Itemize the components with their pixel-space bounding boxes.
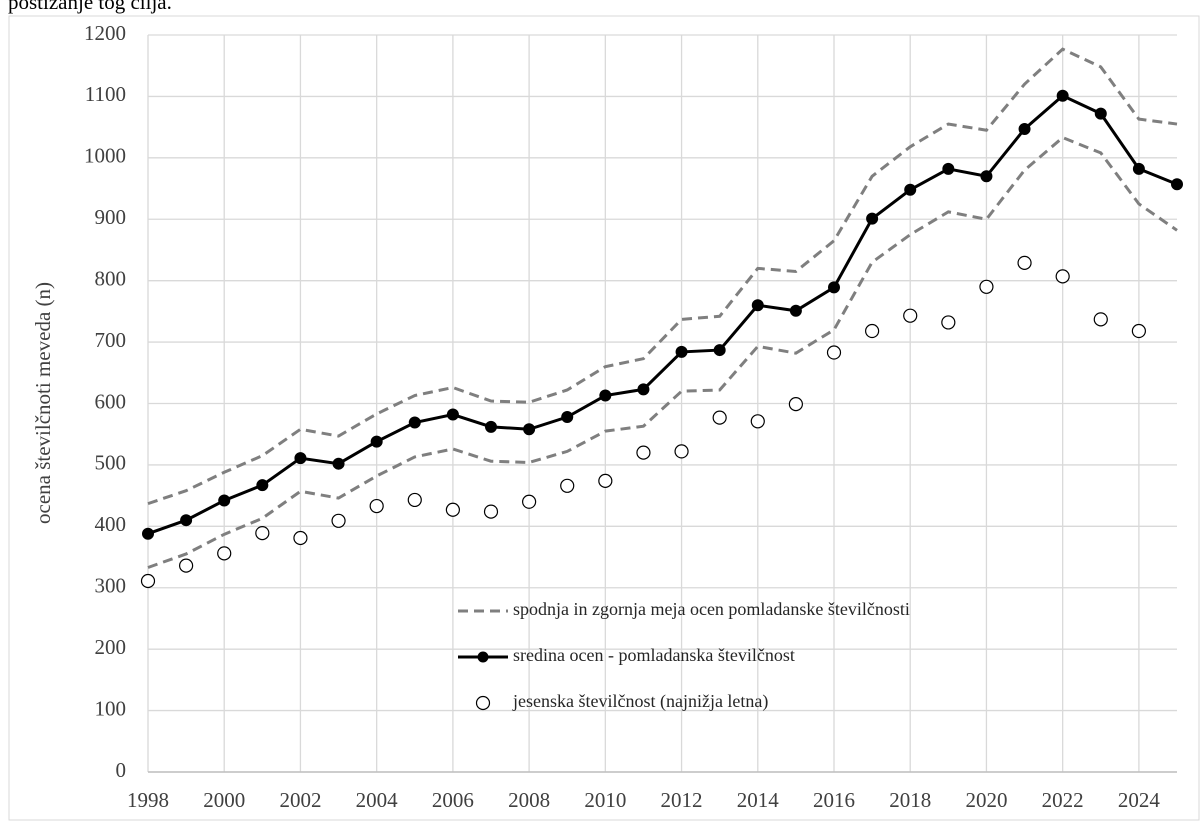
series-line — [147, 47, 1178, 506]
x-tick-label: 2012 — [661, 788, 703, 812]
y-tick-label: 700 — [95, 328, 127, 352]
marker — [866, 212, 879, 225]
x-tick-label: 2010 — [584, 788, 626, 812]
marker — [599, 389, 612, 402]
open-marker — [865, 323, 880, 339]
marker — [904, 183, 917, 196]
open-marker — [560, 478, 575, 493]
open-marker — [941, 315, 956, 330]
marker — [408, 416, 421, 429]
marker — [713, 344, 726, 357]
open-marker — [217, 546, 232, 561]
marker — [332, 457, 345, 470]
y-tick-label: 100 — [95, 696, 127, 720]
marker — [256, 479, 269, 492]
open-marker — [598, 473, 613, 488]
x-tick-label: 2020 — [965, 788, 1007, 812]
marker — [561, 411, 574, 424]
y-tick-label: 600 — [95, 389, 127, 413]
open-marker — [636, 445, 651, 460]
legend-swatch — [477, 651, 489, 663]
x-tick-label: 2014 — [737, 788, 780, 812]
marker — [942, 162, 955, 175]
marker — [180, 514, 193, 527]
series-line — [147, 135, 1178, 569]
legend-label: sredina ocen - pomladanska številčnost — [513, 645, 795, 665]
marker — [637, 383, 650, 396]
open-marker — [483, 504, 499, 519]
open-marker — [712, 410, 727, 425]
open-marker — [674, 444, 689, 459]
open-marker — [1131, 323, 1146, 339]
marker — [370, 435, 383, 448]
y-tick-label: 1100 — [85, 82, 126, 106]
marker — [1171, 178, 1183, 191]
marker — [446, 408, 459, 421]
open-marker — [407, 492, 422, 508]
marker — [675, 345, 688, 358]
x-tick-label: 2002 — [279, 788, 321, 812]
open-marker — [1093, 312, 1108, 327]
marker — [294, 452, 307, 465]
open-marker — [522, 494, 537, 509]
y-tick-label: 0 — [116, 758, 127, 782]
open-marker — [331, 513, 346, 528]
open-marker — [979, 279, 994, 294]
open-marker — [293, 530, 308, 546]
open-marker — [1055, 269, 1070, 284]
marker — [751, 299, 764, 312]
marker — [828, 281, 840, 294]
y-tick-label: 1200 — [84, 21, 126, 45]
marker — [1132, 162, 1145, 175]
open-marker — [179, 558, 194, 573]
open-marker — [1017, 255, 1032, 270]
x-tick-label: 2018 — [889, 788, 931, 812]
marker — [1056, 89, 1069, 102]
legend-swatch — [475, 695, 491, 711]
y-tick-label: 1000 — [84, 144, 126, 168]
open-marker — [369, 498, 384, 514]
x-tick-label: 2024 — [1118, 788, 1161, 812]
marker — [789, 304, 802, 317]
x-tick-label: 2004 — [356, 788, 399, 812]
marker — [218, 494, 231, 507]
open-marker — [445, 502, 460, 517]
marker — [1094, 107, 1107, 120]
marker — [142, 527, 154, 540]
chart-frame — [8, 15, 1200, 821]
series-line — [147, 94, 1178, 536]
x-tick-label: 2008 — [508, 788, 550, 812]
x-tick-label: 1998 — [127, 788, 169, 812]
y-tick-label: 800 — [95, 266, 127, 290]
x-tick-label: 2016 — [813, 788, 855, 812]
y-tick-label: 400 — [95, 512, 127, 536]
marker — [1018, 122, 1031, 135]
marker — [523, 423, 536, 436]
x-tick-label: 2022 — [1042, 788, 1084, 812]
legend-label: spodnja in zgornja meja ocen pomladanske… — [513, 599, 910, 619]
x-tick-label: 2000 — [203, 788, 245, 812]
y-tick-label: 300 — [95, 574, 127, 598]
open-marker — [826, 345, 842, 360]
y-tick-label: 500 — [95, 451, 127, 475]
open-marker — [750, 414, 765, 429]
marker — [485, 420, 497, 433]
y-tick-label: 200 — [95, 635, 127, 659]
open-marker — [788, 397, 803, 412]
y-axis-label: ocena številčnoti meveda (n) — [31, 282, 55, 524]
caption-fragment: postizanje tog cilja. — [8, 0, 172, 14]
legend-label: jesenska številčnost (najnižja letna) — [512, 691, 768, 712]
x-tick-label: 2006 — [432, 788, 474, 812]
open-marker — [140, 573, 156, 589]
y-tick-label: 900 — [95, 205, 127, 229]
open-marker — [903, 308, 918, 323]
open-marker — [255, 525, 270, 541]
marker — [980, 170, 993, 183]
